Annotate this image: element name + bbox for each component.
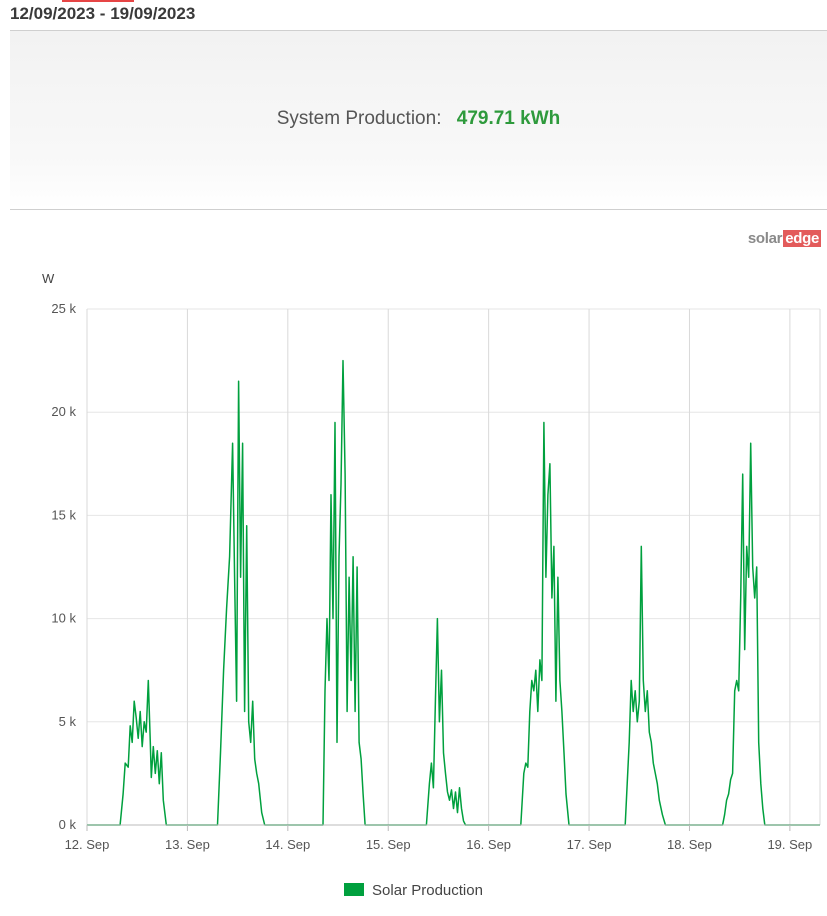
series-line-solar-production[interactable]: [87, 359, 820, 826]
y-tick-label: 15 k: [51, 507, 76, 522]
divider: [10, 30, 827, 31]
x-tick-label: 17. Sep: [567, 837, 612, 852]
production-summary: System Production: 479.71 kWh: [10, 108, 827, 130]
x-tick-label: 16. Sep: [466, 837, 511, 852]
y-tick-label: 25 k: [51, 301, 76, 316]
legend-label-solar-production: Solar Production: [372, 882, 483, 899]
x-tick-label: 18. Sep: [667, 837, 712, 852]
logo-text-solar: solar: [747, 230, 783, 247]
x-tick-label: 13. Sep: [165, 837, 210, 852]
y-tick-label: 10 k: [51, 611, 76, 626]
x-tick-label: 12. Sep: [65, 837, 110, 852]
production-chart: 0 k 5 k 10 k 15 k 20 k 25 k 12. Sep 13. Sep 14. …: [42, 271, 821, 852]
chart-series[interactable]: [87, 359, 820, 826]
x-tick-label: 14. Sep: [265, 837, 310, 852]
chart-legend[interactable]: Solar Production: [0, 882, 827, 899]
solaredge-logo: solar edge: [748, 230, 821, 247]
production-summary-panel: System Production: 479.71 kWh: [10, 31, 827, 210]
chart-axes: 0 k 5 k 10 k 15 k 20 k 25 k 12. Sep 13. Sep 14. …: [42, 271, 820, 852]
date-range: 12/09/2023 - 19/09/2023: [10, 4, 196, 23]
chart-grid: [86, 308, 821, 825]
logo-text-edge: edge: [783, 230, 821, 247]
y-axis-unit: W: [42, 271, 55, 286]
y-tick-label: 0 k: [59, 817, 77, 832]
legend-swatch-solar-production: [344, 883, 365, 896]
x-tick-label: 15. Sep: [366, 837, 411, 852]
y-tick-label: 20 k: [51, 404, 76, 419]
top-accent-line: [62, 0, 134, 2]
x-tick-label: 19. Sep: [767, 837, 812, 852]
y-tick-label: 5 k: [59, 714, 77, 729]
system-production-label: System Production:: [276, 108, 442, 129]
system-production-value: 479.71 kWh: [456, 108, 561, 129]
